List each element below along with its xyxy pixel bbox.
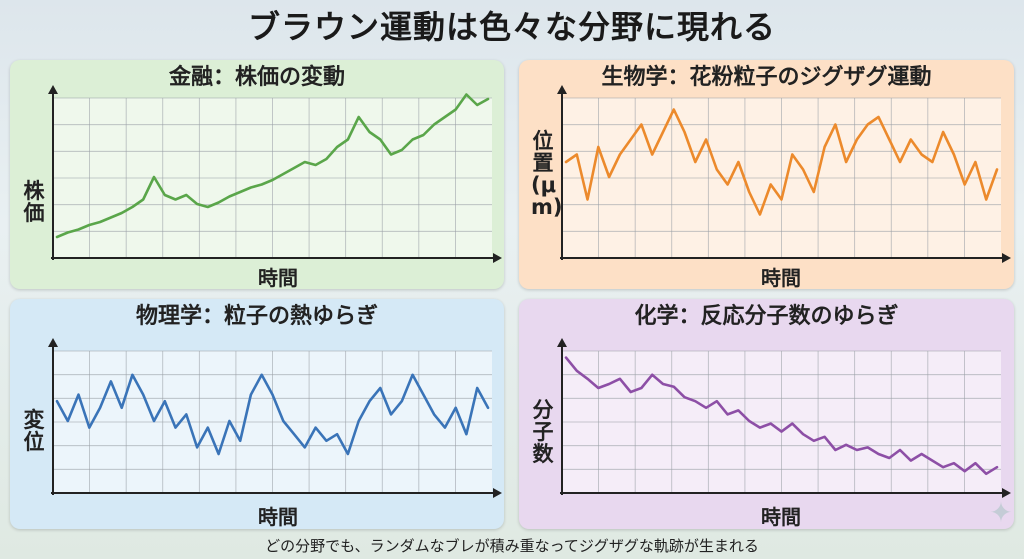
chemistry-y-axis-label: 分子数	[532, 398, 554, 466]
physics-panel-title: 物理学：粒子の熱ゆらぎ	[135, 304, 378, 329]
chemistry-x-axis-arrow	[1002, 488, 1011, 498]
chemistry-panel-title: 化学：反応分子数のゆらぎ	[634, 304, 899, 329]
biology-y-axis-arrow	[557, 85, 567, 94]
chemistry-panel: 化学：反応分子数のゆらぎ 分子数 時間	[519, 299, 1014, 529]
finance-chart	[48, 85, 502, 263]
physics-x-axis-arrow	[493, 488, 502, 498]
sparkle-icon: ✦	[989, 496, 1013, 529]
biology-chart	[557, 85, 1011, 263]
caption: どの分野でも、ランダムなブレが積み重なってジグザグな軌跡が生まれる	[265, 537, 759, 555]
physics-x-axis-label: 時間	[258, 505, 298, 529]
physics-y-axis-label: 変位	[23, 408, 45, 454]
biology-series-line	[564, 108, 999, 216]
page-title: ブラウン運動は色々な分野に現れる	[247, 8, 776, 46]
biology-x-axis-arrow	[1002, 253, 1011, 263]
chemistry-chart	[557, 338, 1011, 498]
chemistry-series-line	[564, 356, 999, 476]
physics-y-axis-arrow	[48, 338, 58, 347]
biology-panel: 生物学：花粉粒子のジグザグ運動 位置(μm) 時間	[519, 60, 1014, 290]
physics-series-line	[55, 373, 490, 456]
finance-y-axis-label: 株価	[23, 179, 45, 225]
finance-series-line	[55, 93, 490, 239]
biology-panel-title: 生物学：花粉粒子のジグザグ運動	[601, 65, 932, 90]
finance-panel-title: 金融：株価の変動	[168, 65, 345, 90]
biology-x-axis-label: 時間	[761, 266, 801, 290]
chemistry-y-axis-arrow	[557, 338, 567, 347]
finance-y-axis-arrow	[48, 85, 58, 94]
finance-x-axis-label: 時間	[258, 266, 298, 290]
finance-panel: 金融：株価の変動 株価 時間	[10, 60, 504, 290]
chemistry-x-axis-label: 時間	[761, 505, 801, 529]
biology-y-axis-label: 位置(μm)	[531, 129, 563, 219]
finance-x-axis-arrow	[493, 253, 502, 263]
physics-chart	[48, 338, 502, 498]
physics-panel: 物理学：粒子の熱ゆらぎ 変位 時間	[10, 299, 504, 529]
